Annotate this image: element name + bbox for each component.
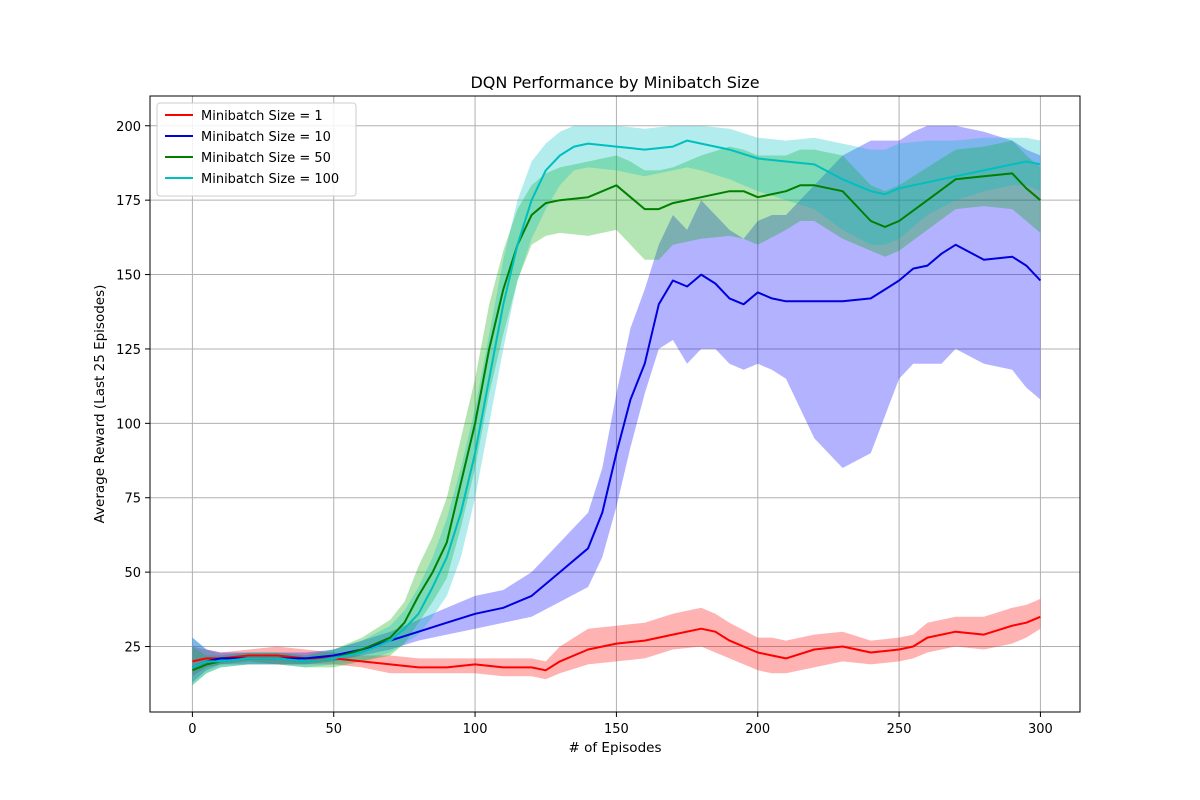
band-series-0 [192,598,1041,680]
grid [150,96,1080,712]
x-tick-label: 300 [1028,722,1053,737]
line-series-2 [192,172,1042,672]
y-tick-label: 175 [116,194,141,209]
x-tick-label: 200 [745,722,770,737]
x-tick-label: 50 [325,722,342,737]
confidence-bands [192,125,1041,686]
y-tick-label: 25 [124,641,141,656]
y-tick-label: 100 [116,417,141,432]
legend-box [156,102,357,197]
x-tick-label: 250 [887,722,912,737]
y-tick-label: 75 [124,492,141,507]
y-tick-label: 50 [124,566,141,581]
plot-frame [149,95,1081,713]
series-lines [192,139,1042,672]
x-axis-label: # of Episodes [569,740,662,756]
y-tick-label: 125 [116,343,141,358]
band-series-3 [192,125,1041,686]
legend-label: Minibatch Size = 10 [201,130,331,145]
legend-label: Minibatch Size = 1 [201,109,323,124]
legend: Minibatch Size = 1 Minibatch Size = 10 Min… [156,102,357,197]
axis-ticks: 0 50 100 150 200 250 300 25 50 75 100 125 150 175 200 [116,120,1053,737]
band-series-2 [192,140,1041,686]
y-tick-label: 200 [116,120,141,135]
legend-label: Minibatch Size = 100 [201,172,339,187]
y-axis-label: Average Reward (Last 25 Episodes) [92,285,108,524]
x-tick-label: 150 [604,722,629,737]
legend-label: Minibatch Size = 50 [201,151,331,166]
chart-title: DQN Performance by Minibatch Size [470,73,759,92]
x-tick-label: 0 [188,722,196,737]
line-series-3 [192,139,1041,669]
x-tick-label: 100 [463,722,488,737]
band-series-1 [192,125,1041,683]
y-tick-label: 150 [116,269,141,284]
